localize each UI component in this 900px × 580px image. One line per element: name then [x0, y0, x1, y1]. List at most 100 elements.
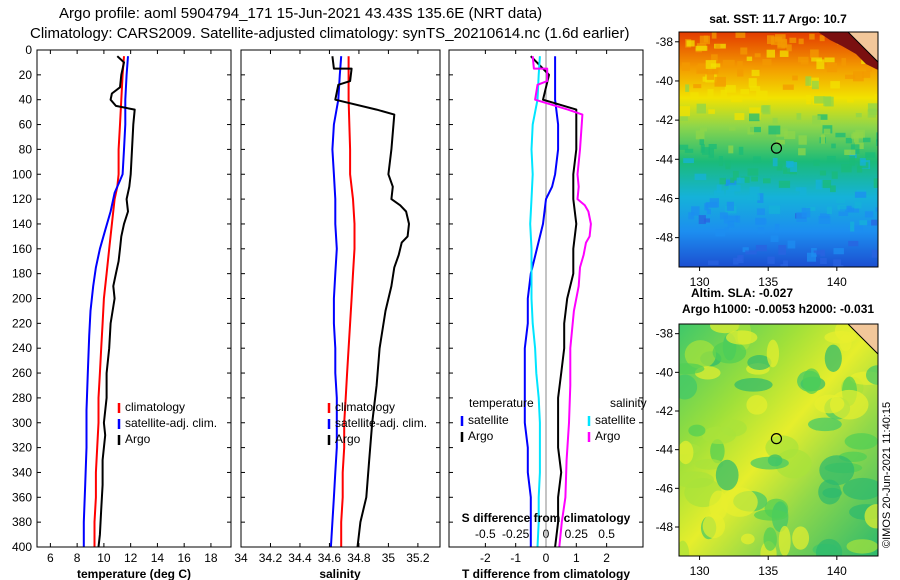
s-diff-tick-label: -0.25	[502, 527, 530, 541]
s-diff-tick-label: 0.5	[598, 527, 615, 541]
x-tick-label: 34	[234, 551, 248, 565]
sla-map-frame	[678, 323, 879, 557]
lat-tick-label: -40	[656, 74, 674, 88]
depth-tick-label: 360	[12, 490, 32, 504]
sst-map-title: sat. SST: 11.7 Argo: 10.7	[709, 12, 847, 26]
x-tick-label: 35	[382, 551, 396, 565]
salinity-panel: 34 34.2 34.4 34.6 34.8 35 35.2 climatology sat…	[234, 49, 441, 580]
lon-tick-label: 140	[827, 564, 847, 578]
series-line-salinity-argo	[531, 56, 592, 547]
figure-title-line1: Argo profile: aoml 5904794_171 15-Jun-20…	[59, 5, 543, 22]
depth-tick-label: 220	[12, 316, 32, 330]
sst-map: sat. SST: 11.7 Argo: 10.7 -38 -40 -42 -44 -4…	[656, 12, 879, 289]
s-diff-tick-label: -0.5	[475, 527, 496, 541]
x-tick-label: 1	[573, 551, 580, 565]
legend-label-satellite: satellite-adj. clim.	[335, 416, 427, 430]
depth-tick-label: 140	[12, 217, 32, 231]
legend-label-argo: Argo	[125, 432, 151, 446]
temperature-panel: 0 20 40 60 80 100 120 140 160 180 200 220 240 260 280 3…	[12, 43, 232, 580]
x-tick-label: 2	[603, 551, 610, 565]
depth-tick-label: 100	[12, 167, 32, 181]
lon-tick-label: 130	[690, 275, 710, 289]
depth-tick-label: 80	[19, 142, 33, 156]
sst-map-frame	[678, 31, 879, 268]
difference-plot-frame	[448, 49, 644, 548]
depth-tick-label: 300	[12, 416, 32, 430]
legend-label-temp-satellite: satellite	[468, 413, 509, 427]
lat-tick-label: -46	[656, 481, 674, 495]
lat-tick-label: -48	[656, 231, 674, 245]
lat-tick-label: -42	[656, 404, 674, 418]
series-line-satellite-adj-clim-	[82, 56, 129, 547]
depth-tick-label: 200	[12, 292, 32, 306]
float-position-marker	[770, 142, 783, 154]
lat-tick-label: -46	[656, 191, 674, 205]
series-line-climatology	[93, 56, 125, 547]
series-line-temperature-argo	[530, 55, 578, 547]
sla-land	[847, 324, 878, 355]
legend-heading-salinity: salinity	[610, 396, 647, 410]
legend-label-satellite: satellite-adj. clim.	[125, 416, 217, 430]
depth-tick-label: 180	[12, 267, 32, 281]
lon-tick-label: 130	[690, 564, 710, 578]
depth-tick-label: 280	[12, 391, 32, 405]
legend-label-temp-argo: Argo	[468, 429, 494, 443]
series-line-salinity-satellite	[529, 56, 541, 547]
sla-map: Altim. SLA: -0.027 Argo h1000: -0.0053 h…	[656, 286, 879, 578]
salinity-x-label: salinity	[319, 567, 361, 580]
s-difference-x-label: S difference from climatology	[462, 511, 631, 525]
sst-land	[847, 32, 878, 63]
lon-tick-label: 135	[758, 275, 778, 289]
lat-tick-label: -44	[656, 152, 674, 166]
x-tick-label: 18	[204, 551, 218, 565]
series-line-satellite-adj-clim-	[329, 56, 343, 547]
lat-tick-label: -38	[656, 35, 674, 49]
series-line-argo	[331, 56, 410, 547]
lon-tick-label: 135	[758, 564, 778, 578]
float-position-marker	[770, 433, 783, 445]
legend-label-climatology: climatology	[125, 400, 185, 414]
figure-title-line2: Climatology: CARS2009. Satellite-adjuste…	[30, 25, 630, 42]
salinity-plot-frame	[240, 49, 441, 548]
temperature-legend: climatology satellite-adj. clim. Argo	[117, 400, 217, 446]
legend-label-argo: Argo	[335, 432, 361, 446]
x-tick-label: 0	[543, 551, 550, 565]
x-tick-label: 10	[97, 551, 111, 565]
t-difference-x-label: T difference from climatology	[462, 567, 630, 580]
x-tick-label: 34.8	[347, 551, 371, 565]
lat-tick-label: -48	[656, 520, 674, 534]
x-tick-label: 8	[74, 551, 81, 565]
lat-tick-label: -42	[656, 113, 674, 127]
temperature-x-label: temperature (deg C)	[77, 567, 191, 580]
depth-tick-label: 20	[19, 68, 33, 82]
imos-watermark: ©IMOS 20-Jun-2021 11:40:15	[881, 401, 893, 548]
lon-tick-label: 140	[827, 275, 847, 289]
x-tick-label: 12	[124, 551, 138, 565]
depth-tick-label: 0	[25, 43, 32, 57]
depth-tick-label: 400	[12, 540, 32, 554]
x-tick-label: 6	[47, 551, 54, 565]
depth-tick-label: 320	[12, 441, 32, 455]
x-tick-label: 34.2	[259, 551, 283, 565]
depth-tick-label: 240	[12, 341, 32, 355]
lat-tick-label: -40	[656, 365, 674, 379]
sst-texture	[679, 32, 878, 267]
legend-label-sal-argo: Argo	[595, 429, 621, 443]
x-tick-label: -1	[510, 551, 521, 565]
depth-tick-label: 160	[12, 242, 32, 256]
sla-texture	[679, 324, 878, 556]
depth-tick-label: 380	[12, 515, 32, 529]
depth-tick-label: 40	[19, 93, 33, 107]
depth-tick-label: 340	[12, 465, 32, 479]
lat-tick-label: -44	[656, 443, 674, 457]
depth-tick-label: 260	[12, 366, 32, 380]
series-line-climatology	[340, 56, 356, 547]
lat-tick-label: -38	[656, 327, 674, 341]
x-tick-label: 14	[151, 551, 165, 565]
difference-legend: temperature salinity satellite Argo sate…	[460, 396, 647, 443]
x-tick-label: 16	[177, 551, 191, 565]
x-tick-label: -2	[480, 551, 491, 565]
salinity-legend: climatology satellite-adj. clim. Argo	[327, 400, 427, 446]
